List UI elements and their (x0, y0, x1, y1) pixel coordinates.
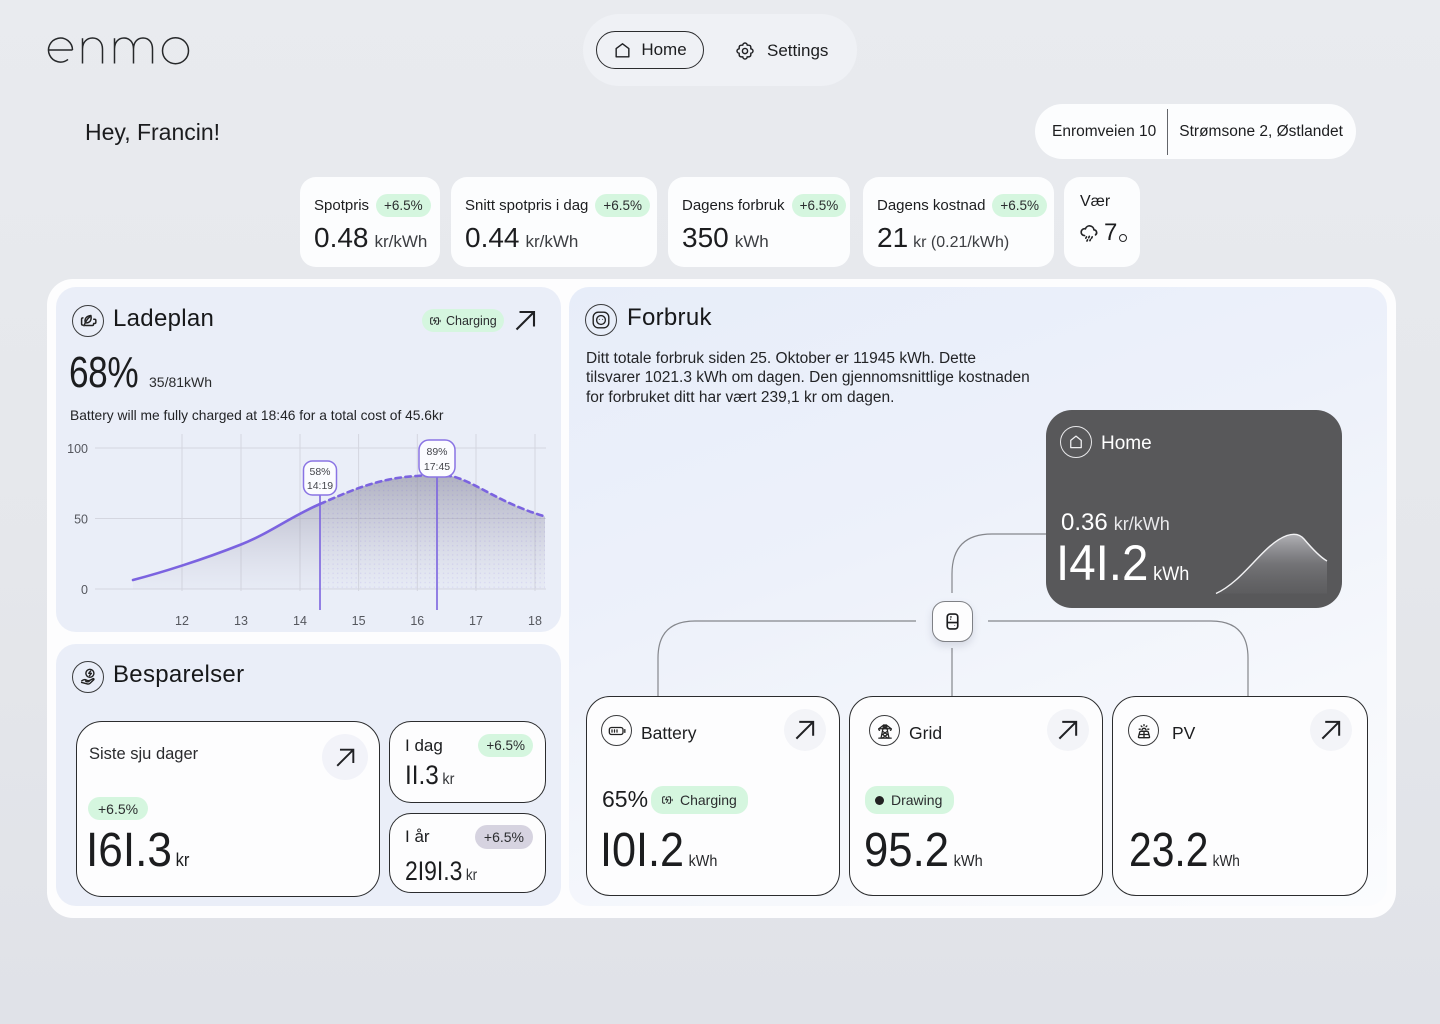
svg-text:50: 50 (74, 513, 88, 527)
svg-text:13: 13 (234, 614, 248, 628)
svg-text:0: 0 (81, 583, 88, 597)
svg-text:18: 18 (528, 614, 542, 628)
svg-text:16: 16 (410, 614, 424, 628)
svg-text:14:19: 14:19 (307, 480, 333, 492)
svg-text:17:45: 17:45 (424, 461, 450, 473)
svg-text:12: 12 (175, 614, 189, 628)
svg-text:100: 100 (67, 442, 88, 456)
svg-text:58%: 58% (309, 466, 330, 478)
svg-text:89%: 89% (426, 446, 447, 458)
svg-text:14: 14 (293, 614, 307, 628)
svg-text:15: 15 (352, 614, 366, 628)
svg-text:17: 17 (469, 614, 483, 628)
